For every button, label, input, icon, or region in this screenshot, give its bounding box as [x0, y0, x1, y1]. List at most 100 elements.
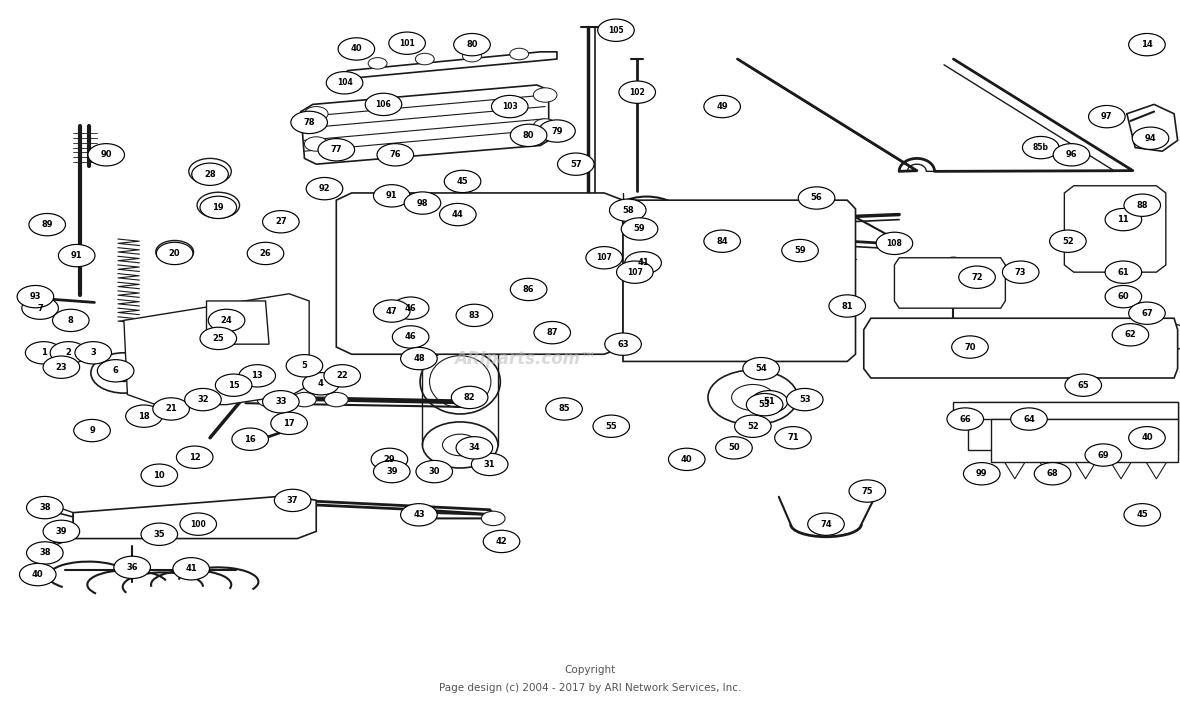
Text: 31: 31	[484, 460, 496, 469]
Circle shape	[743, 357, 779, 380]
Text: 85: 85	[558, 405, 570, 413]
Text: 68: 68	[1047, 469, 1058, 478]
Circle shape	[451, 386, 489, 409]
Text: 107: 107	[627, 268, 643, 276]
Circle shape	[1104, 208, 1141, 230]
Circle shape	[26, 541, 63, 564]
Circle shape	[621, 217, 658, 240]
Text: 64: 64	[1023, 415, 1035, 423]
Polygon shape	[124, 294, 309, 405]
Circle shape	[373, 185, 411, 207]
Circle shape	[262, 390, 300, 413]
Circle shape	[1104, 285, 1141, 307]
Text: 85b: 85b	[1032, 143, 1049, 152]
Text: 58: 58	[622, 206, 634, 215]
Text: 59: 59	[634, 225, 645, 233]
Text: 7: 7	[38, 304, 42, 312]
Circle shape	[598, 19, 635, 41]
Text: 41: 41	[185, 564, 197, 573]
Circle shape	[50, 341, 87, 364]
Circle shape	[110, 364, 138, 382]
Text: 78: 78	[303, 118, 315, 127]
Circle shape	[828, 295, 865, 318]
Circle shape	[17, 285, 54, 307]
Circle shape	[58, 244, 94, 266]
Text: Copyright: Copyright	[564, 665, 616, 675]
Circle shape	[189, 158, 231, 184]
Circle shape	[293, 392, 316, 407]
Circle shape	[1010, 408, 1048, 431]
Circle shape	[206, 198, 230, 212]
Text: 70: 70	[964, 343, 976, 351]
Circle shape	[611, 235, 710, 295]
Text: 72: 72	[971, 273, 983, 282]
Text: 98: 98	[417, 199, 428, 207]
Text: 36: 36	[126, 563, 138, 572]
Circle shape	[558, 153, 594, 175]
Circle shape	[715, 436, 753, 459]
Circle shape	[720, 202, 743, 216]
Circle shape	[172, 557, 210, 580]
Circle shape	[217, 312, 250, 333]
Text: 9: 9	[90, 426, 94, 435]
Circle shape	[87, 143, 125, 166]
Text: 101: 101	[399, 39, 415, 48]
Circle shape	[326, 71, 363, 94]
Text: 38: 38	[39, 549, 51, 557]
Text: 94: 94	[1145, 134, 1156, 143]
Text: 83: 83	[468, 311, 480, 320]
Circle shape	[703, 96, 741, 117]
Text: 50: 50	[728, 444, 740, 452]
Circle shape	[373, 461, 411, 483]
Text: 29: 29	[384, 455, 395, 464]
Circle shape	[73, 419, 111, 442]
Circle shape	[471, 454, 507, 475]
Circle shape	[946, 408, 983, 431]
Text: 40: 40	[32, 570, 44, 579]
Text: 87: 87	[546, 328, 558, 337]
Polygon shape	[336, 193, 623, 354]
Text: 69: 69	[1097, 451, 1109, 459]
Text: 8: 8	[68, 316, 73, 325]
Circle shape	[179, 513, 217, 536]
Text: 55: 55	[605, 422, 617, 431]
Circle shape	[304, 137, 328, 151]
Circle shape	[165, 246, 184, 258]
Circle shape	[444, 171, 481, 192]
Circle shape	[533, 88, 557, 102]
Circle shape	[439, 204, 477, 226]
Text: 51: 51	[763, 397, 775, 406]
Circle shape	[876, 232, 913, 255]
Text: 10: 10	[153, 471, 165, 480]
Text: 32: 32	[197, 395, 209, 404]
Circle shape	[363, 202, 387, 216]
Circle shape	[588, 333, 611, 347]
Circle shape	[197, 192, 240, 218]
Text: 82: 82	[464, 393, 476, 402]
Circle shape	[453, 33, 491, 55]
Text: 23: 23	[55, 363, 67, 372]
Circle shape	[123, 562, 142, 573]
Circle shape	[1128, 426, 1165, 449]
Text: 4: 4	[319, 379, 323, 388]
Text: 40: 40	[350, 45, 362, 53]
Circle shape	[734, 415, 772, 437]
Text: 20: 20	[169, 249, 181, 258]
Circle shape	[1003, 338, 1031, 356]
Circle shape	[708, 370, 798, 425]
Text: 105: 105	[608, 26, 624, 35]
Polygon shape	[894, 258, 1005, 308]
Text: 62: 62	[1125, 330, 1136, 339]
Text: 18: 18	[138, 412, 150, 420]
Text: 12: 12	[189, 453, 201, 462]
Circle shape	[463, 50, 481, 62]
Text: 39: 39	[55, 527, 67, 536]
Circle shape	[371, 448, 408, 471]
Circle shape	[306, 177, 343, 199]
Circle shape	[752, 390, 788, 413]
Circle shape	[510, 48, 529, 60]
Circle shape	[400, 504, 437, 526]
Text: 99: 99	[976, 469, 988, 478]
Circle shape	[42, 520, 80, 543]
Circle shape	[286, 354, 323, 377]
